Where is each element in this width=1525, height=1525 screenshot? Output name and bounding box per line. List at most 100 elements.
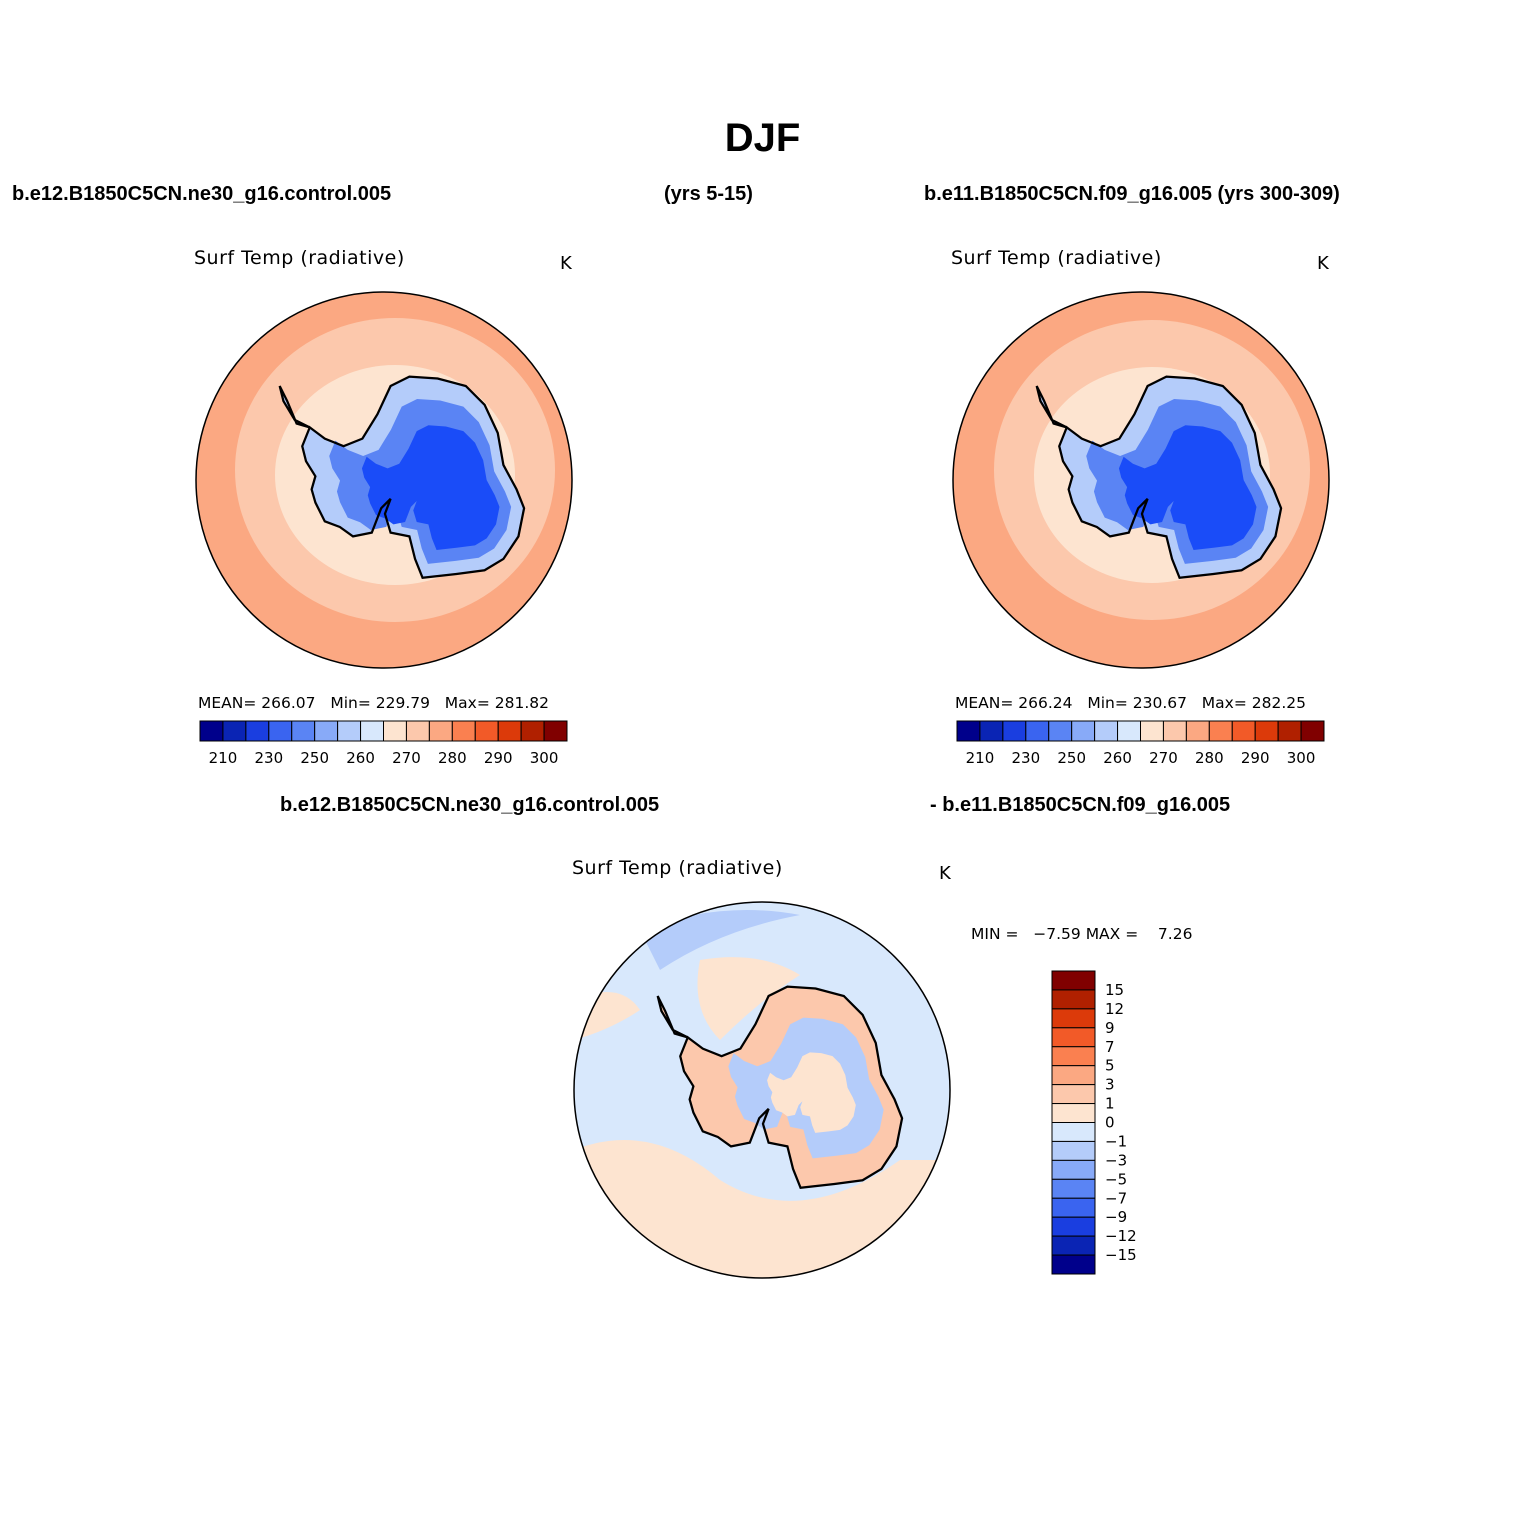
panel1-colorbar-swatch — [520, 720, 545, 742]
diff-colorbar-tick-label: 15 — [1105, 981, 1124, 999]
panel1-stats: MEAN= 266.07 Min= 229.79 Max= 281.82 — [198, 694, 549, 712]
diff-colorbar-tick-label: 7 — [1105, 1038, 1115, 1056]
panel1-min-value: 229.79 — [375, 694, 431, 712]
panel1-colorbar-swatch — [451, 720, 476, 742]
diff-min-value: −7.59 — [1033, 925, 1081, 943]
diff-colorbar-swatch — [1051, 1178, 1096, 1199]
diff-colorbar-swatch — [1051, 1065, 1096, 1086]
panel1-max-value: 281.82 — [494, 694, 550, 712]
panel1-mean-value: 266.07 — [261, 694, 316, 712]
diff-max-label: MAX = — [1085, 925, 1139, 943]
panel1-colorbar-tick-label: 280 — [438, 749, 467, 767]
diff-colorbar-tick-label: −12 — [1105, 1227, 1137, 1245]
panel1-colorbar-tick-label: 300 — [530, 749, 559, 767]
panel2-colorbar-swatch — [1002, 720, 1027, 742]
panel1-colorbar-swatch — [268, 720, 293, 742]
page-title: DJF — [724, 116, 801, 160]
panel2-colorbar-swatch — [1162, 720, 1187, 742]
panel1-colorbar-swatch — [314, 720, 339, 742]
panel1-colorbar-swatch — [199, 720, 224, 742]
panel2-min-value: 230.67 — [1132, 694, 1188, 712]
diff-colorbar-tick-label: 12 — [1105, 1000, 1124, 1018]
panel1-colorbar-tick-label: 290 — [484, 749, 513, 767]
panel2-colorbar-swatch — [1025, 720, 1050, 742]
diff-colorbar-tick-label: −7 — [1105, 1189, 1127, 1207]
panel1-colorbar-swatch — [222, 720, 247, 742]
diff-panel-units: K — [939, 863, 951, 884]
panel1-mean-label: MEAN= — [198, 694, 257, 712]
panel2-mean-label: MEAN= — [955, 694, 1014, 712]
panel1-border — [195, 291, 573, 669]
panel1-colorbar-swatch — [337, 720, 362, 742]
panel2-max-value: 282.25 — [1251, 694, 1307, 712]
diff-colorbar-swatch — [1051, 1159, 1096, 1180]
diff-max-value: 7.26 — [1157, 925, 1193, 943]
panel1-colorbar-tick-label: 230 — [254, 749, 283, 767]
diff-colorbar-swatch — [1051, 1084, 1096, 1105]
panel2-title: Surf Temp (radiative) — [951, 247, 1162, 269]
panel2-colorbar-swatch — [979, 720, 1004, 742]
diff-colorbar-tick-label: −1 — [1105, 1132, 1127, 1150]
panel1-colorbar-swatch — [543, 720, 568, 742]
diff-colorbar-swatch — [1051, 1103, 1096, 1123]
panel1-colorbar-tick-label: 210 — [209, 749, 238, 767]
panel2-colorbar-swatch — [1117, 720, 1141, 742]
panel2-colorbar-swatch — [1094, 720, 1119, 742]
diff-colorbar-swatch — [1051, 1140, 1096, 1161]
diff-colorbar-swatch — [1051, 1046, 1096, 1067]
diff-colorbar-tick-label: 5 — [1105, 1057, 1115, 1075]
panel2-colorbar-swatch — [1048, 720, 1073, 742]
panel1-colorbar-swatch — [245, 720, 270, 742]
diff-colorbar-tick-label: 3 — [1105, 1076, 1115, 1094]
diff-colorbar-tick-label: 0 — [1105, 1114, 1115, 1132]
panel2-colorbar-tick-label: 280 — [1195, 749, 1224, 767]
diff-colorbar-tick-label: −5 — [1105, 1170, 1127, 1188]
case1-label: b.e12.B1850C5CN.ne30_g16.control.005 — [12, 183, 392, 205]
panel2-colorbar-tick-label: 210 — [966, 749, 995, 767]
panel1-max-label: Max= — [444, 694, 490, 712]
panel1-colorbar-swatch — [360, 720, 384, 742]
diff-colorbar-tick-label: −3 — [1105, 1151, 1127, 1169]
panel2-colorbar-tick-label: 260 — [1103, 749, 1132, 767]
panel2-colorbar-swatch — [1254, 720, 1279, 742]
diff-colorbar-swatch — [1051, 1008, 1096, 1029]
panel2-stats: MEAN= 266.24 Min= 230.67 Max= 282.25 — [955, 694, 1306, 712]
panel1-units: K — [560, 253, 572, 274]
diff-colorbar-tick-label: 9 — [1105, 1019, 1115, 1037]
diff-panel-title: Surf Temp (radiative) — [572, 857, 783, 879]
panel2-colorbar-swatch — [1277, 720, 1302, 742]
panel2-max-label: Max= — [1201, 694, 1247, 712]
panel1-colorbar-swatch — [405, 720, 430, 742]
panel2-colorbar-swatch — [1185, 720, 1210, 742]
panel1-colorbar-tick-label: 260 — [346, 749, 375, 767]
panel1-colorbar-swatch — [383, 720, 407, 742]
panel2-mean-value: 266.24 — [1018, 694, 1073, 712]
panel2-units: K — [1317, 253, 1329, 274]
diff-case1-label: b.e12.B1850C5CN.ne30_g16.control.005 — [280, 794, 660, 816]
panel1-colorbar-swatch — [428, 720, 453, 742]
diff-colorbar-tick-label: 1 — [1105, 1095, 1115, 1113]
panel2-min-label: Min= — [1087, 694, 1128, 712]
diff-colorbar-tick-label: −9 — [1105, 1208, 1127, 1226]
diff-stats: MIN = −7.59 MAX = 7.26 — [971, 925, 1192, 943]
case2-label: b.e11.B1850C5CN.f09_g16.005 (yrs 300-309… — [924, 183, 1340, 205]
panel2-colorbar-tick-label: 250 — [1057, 749, 1086, 767]
diff-colorbar-swatch — [1051, 1254, 1096, 1275]
panel1-colorbar-tick-label: 270 — [392, 749, 421, 767]
panel2-colorbar: 210 230 250 260 270 280 290 300 — [956, 720, 1325, 767]
panel2-colorbar-tick-label: 270 — [1149, 749, 1178, 767]
diff-colorbar-swatch — [1051, 970, 1096, 991]
diff-case2-label: - b.e11.B1850C5CN.f09_g16.005 — [930, 794, 1231, 816]
panel2-colorbar-swatch — [1300, 720, 1325, 742]
panel2-colorbar-swatch — [1071, 720, 1096, 742]
diff-colorbar-swatch — [1051, 1216, 1096, 1237]
diff-colorbar-swatch — [1051, 1235, 1096, 1256]
panel1-colorbar-swatch — [474, 720, 499, 742]
panel1-title: Surf Temp (radiative) — [194, 247, 405, 269]
diff-colorbar-swatch — [1051, 1197, 1096, 1218]
case1-years-label: (yrs 5-15) — [664, 183, 753, 205]
diff-colorbar-swatch — [1051, 989, 1096, 1010]
panel2-colorbar-swatch — [956, 720, 981, 742]
